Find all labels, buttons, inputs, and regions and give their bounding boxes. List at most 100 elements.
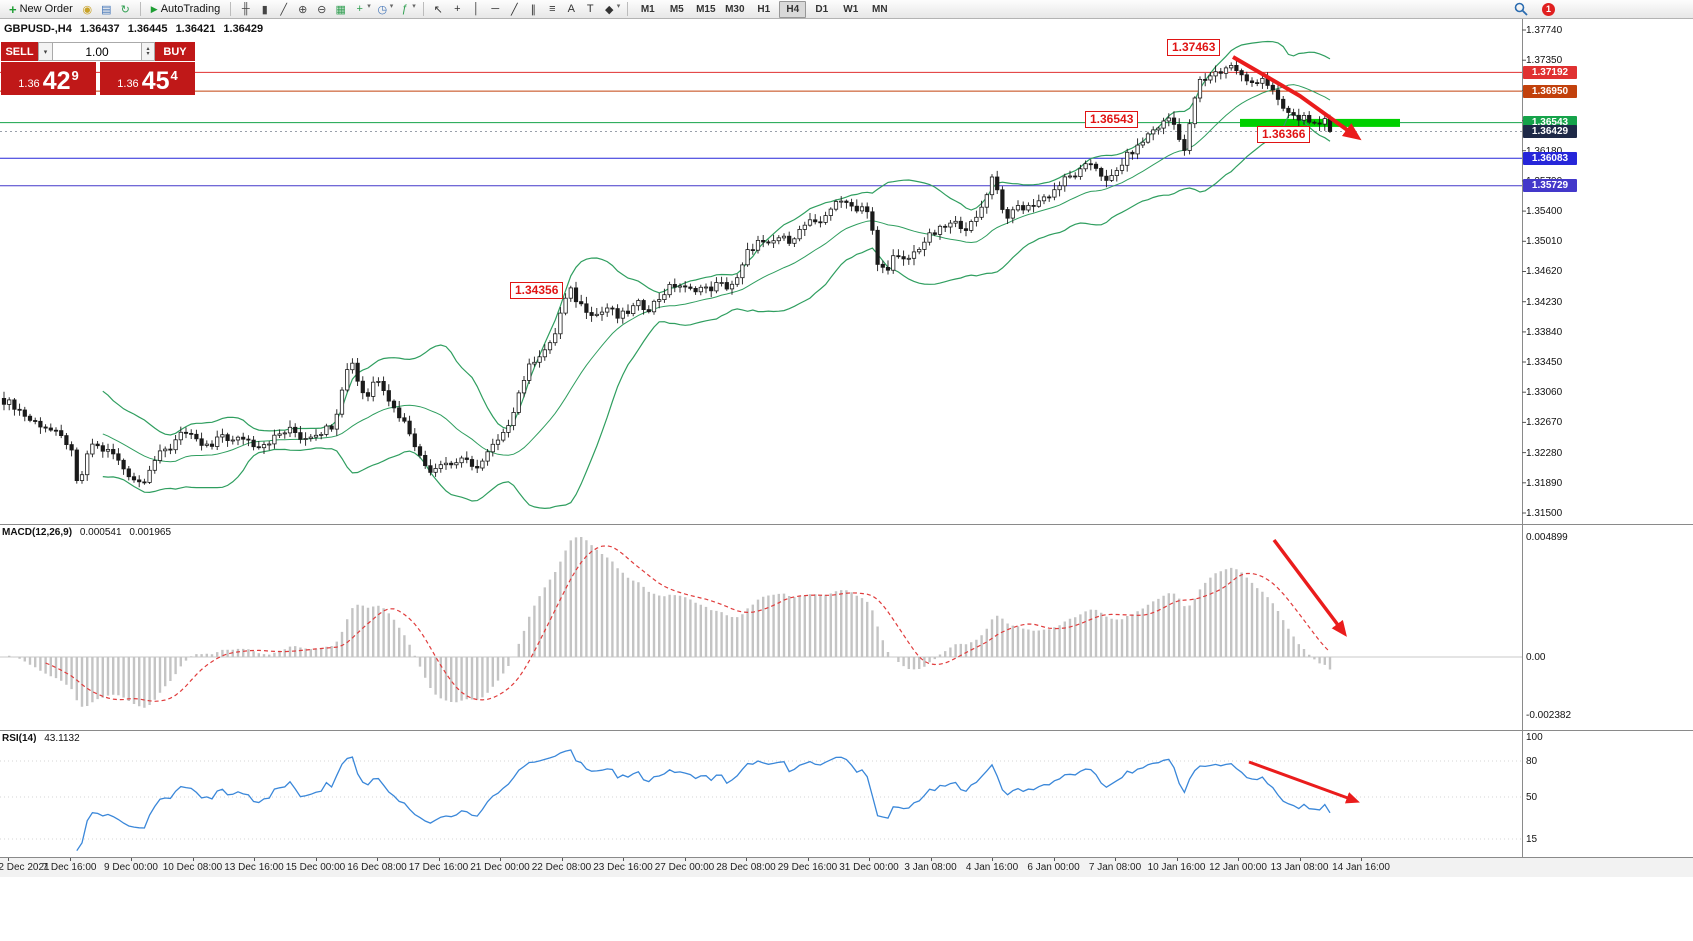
candlestick-chart-icon[interactable]: ▮: [261, 3, 268, 16]
sell-tab[interactable]: SELL: [1, 42, 38, 61]
indicators-icon-dropdown[interactable]: ▾: [412, 2, 416, 10]
one-click-trading-panel: SELL ▾ ▴▾ BUY 1.36 42 9 1.36 45 4: [1, 42, 195, 95]
symbol-period-label: GBPUSD-,H4: [4, 23, 72, 35]
time-axis-tick: [438, 858, 440, 861]
notification-badge[interactable]: 1: [1542, 2, 1555, 16]
toolbar-group-accounts: ◉ ▤ ↻: [78, 2, 135, 17]
time-axis-label: 7 Jan 08:00: [1088, 862, 1142, 873]
macd-name: MACD(12,26,9): [2, 527, 73, 538]
time-axis-label: 27 Dec 00:00: [654, 862, 715, 873]
accounts-icon[interactable]: ◉: [82, 3, 93, 16]
period-icon[interactable]: ◷: [377, 3, 388, 16]
profiles-icon[interactable]: ▤: [101, 3, 112, 16]
time-axis-tick: [69, 858, 71, 861]
autotrading-button[interactable]: ▶ AutoTrading: [146, 1, 225, 17]
time-axis-tick: [1299, 858, 1301, 861]
toolbar-separator: [230, 2, 232, 16]
time-axis-label: 12 Jan 00:00: [1209, 862, 1267, 873]
arrows-icon-dropdown[interactable]: ▾: [616, 2, 621, 10]
line-chart-icon[interactable]: ╱: [280, 3, 288, 16]
time-axis-label: 7 Dec 16:00: [42, 862, 97, 873]
time-axis-tick: [623, 858, 624, 861]
time-axis-label: 15 Dec 00:00: [285, 862, 346, 873]
channel-icon[interactable]: ∥: [530, 3, 537, 16]
buy-price-big: 45: [141, 67, 170, 95]
time-axis-label: 14 Jan 16:00: [1332, 862, 1390, 873]
rsi-name: RSI(14): [2, 733, 37, 744]
arrows-icon[interactable]: ◆: [605, 3, 614, 16]
time-axis-tick: [8, 858, 9, 861]
timeframe-w1[interactable]: W1: [843, 3, 859, 15]
fibonacci-icon[interactable]: ≡: [549, 3, 556, 15]
time-axis-tick: [377, 858, 378, 861]
buy-tab[interactable]: BUY: [155, 42, 195, 61]
search-icon[interactable]: [1514, 2, 1528, 16]
indicators-icon[interactable]: ƒ: [401, 3, 408, 15]
volume-dropdown[interactable]: ▾: [38, 42, 53, 61]
time-axis-label: 31 Dec 00:00: [839, 862, 899, 873]
time-axis-label: 6 Jan 00:00: [1027, 862, 1080, 873]
bar-chart-icon[interactable]: ╫: [241, 3, 250, 15]
zoom-in-icon[interactable]: ⊕: [298, 3, 308, 16]
refresh-icon[interactable]: ↻: [120, 3, 130, 16]
vertical-line-icon[interactable]: │: [472, 3, 480, 15]
symbol-info-line: GBPUSD-,H4 1.36437 1.36445 1.36421 1.364…: [4, 23, 268, 35]
timeframe-d1[interactable]: D1: [815, 3, 829, 15]
toolbar-separator: [627, 2, 629, 16]
time-axis-tick: [254, 858, 255, 861]
time-axis-tick: [1361, 858, 1362, 861]
new-order-icon: +: [9, 1, 17, 17]
time-axis-tick: [930, 858, 932, 861]
timeframe-h1[interactable]: H1: [757, 3, 771, 15]
time-axis-tick: [500, 858, 501, 861]
time-axis-label: 16 Dec 08:00: [347, 862, 407, 873]
bar-low: 1.36421: [175, 23, 216, 35]
time-axis-tick: [561, 858, 563, 861]
timeframe-m15[interactable]: M15: [696, 3, 716, 15]
macd-value-2: 0.001965: [129, 527, 172, 538]
time-axis-tick: [1176, 858, 1178, 861]
timeframe-h4[interactable]: H4: [779, 0, 807, 18]
new-order-label: New Order: [19, 3, 73, 15]
volume-input[interactable]: [53, 42, 142, 61]
crosshair-icon[interactable]: +: [454, 3, 461, 15]
sell-price-pip: 9: [71, 68, 79, 83]
bar-high: 1.36445: [127, 23, 168, 35]
new-chart-icon-dropdown[interactable]: ▾: [367, 2, 371, 10]
sell-price-prefix: 1.36: [18, 78, 40, 90]
volume-spinner[interactable]: ▴ ▾: [142, 42, 155, 61]
buy-button[interactable]: 1.36 45 4: [100, 62, 195, 95]
timeframe-m1[interactable]: M1: [640, 3, 655, 15]
time-axis-label: 10 Jan 16:00: [1147, 862, 1206, 873]
time-axis-tick: [1238, 858, 1239, 861]
time-axis-tick: [131, 858, 132, 861]
timeframe-m5[interactable]: M5: [669, 3, 684, 15]
zoom-out-icon[interactable]: ⊖: [317, 3, 327, 16]
time-axis: 2 Dec 2021 7 Dec 16:00 9 Dec 00:00 10 Dec 0…: [0, 857, 1693, 877]
label-icon[interactable]: T: [586, 3, 594, 15]
time-axis-label: 13 Jan 08:00: [1270, 862, 1329, 873]
macd-value-1: 0.000541: [79, 527, 122, 538]
timeframe-mn[interactable]: MN: [872, 3, 888, 15]
timeframe-m30[interactable]: M30: [725, 3, 745, 15]
period-icon-dropdown[interactable]: ▾: [389, 2, 394, 10]
sell-button[interactable]: 1.36 42 9: [1, 62, 96, 95]
buy-price-pip: 4: [170, 68, 178, 83]
time-axis-tick: [992, 858, 993, 861]
time-axis-tick: [1115, 858, 1116, 861]
new-order-button[interactable]: + New Order: [4, 1, 78, 17]
horizontal-line-icon[interactable]: ─: [491, 3, 500, 15]
time-axis-label: 3 Jan 08:00: [904, 862, 957, 873]
cursor-icon[interactable]: ↖: [433, 3, 443, 16]
trendline-icon[interactable]: ╱: [510, 3, 518, 16]
text-icon[interactable]: A: [567, 3, 575, 15]
toolbar-group-line-studies: ↖ + │ ─ ╱ ∥ ≡ A T ◆ ▾: [429, 2, 623, 17]
time-axis-label: 21 Dec 00:00: [470, 862, 530, 873]
toolbar: + New Order ◉ ▤ ↻ ▶ AutoTrading ╫ ▮ ╱ ⊕ ⊖ ▦ + ▾ ◷ ▾…: [0, 0, 1693, 19]
new-chart-icon[interactable]: +: [356, 3, 363, 15]
bar-open: 1.36437: [79, 23, 120, 35]
time-axis-label: 29 Dec 16:00: [777, 862, 838, 873]
bar-close: 1.36429: [223, 23, 264, 35]
tile-windows-icon[interactable]: ▦: [335, 3, 346, 16]
